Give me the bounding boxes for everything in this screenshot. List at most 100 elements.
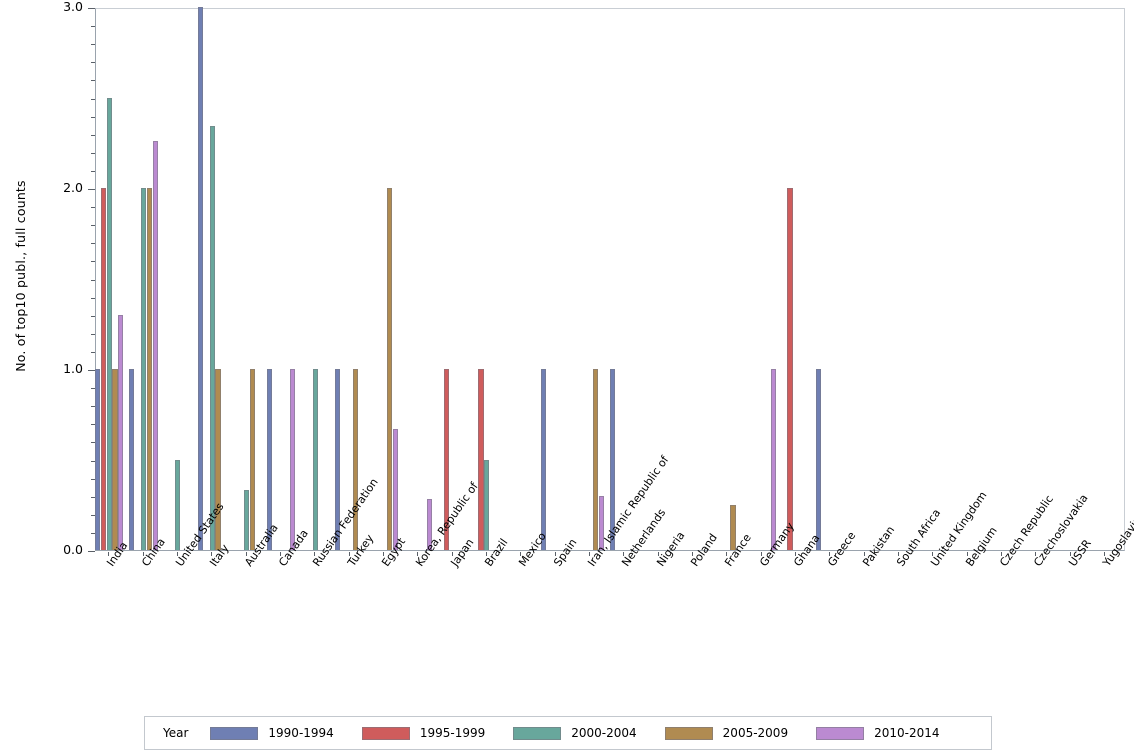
- bar: [118, 314, 124, 550]
- x-tick: [554, 552, 556, 556]
- legend-swatch: [513, 726, 562, 740]
- bar: [387, 188, 393, 550]
- legend-label: 1990-1994: [268, 726, 334, 740]
- bar: [312, 369, 318, 550]
- x-tick: [417, 552, 419, 556]
- x-tick: [485, 552, 487, 556]
- y-tick-minor: [91, 134, 95, 136]
- legend-label: 2005-2009: [722, 726, 789, 740]
- y-tick-minor: [91, 152, 95, 154]
- y-tick-minor: [91, 207, 95, 209]
- bar: [94, 369, 101, 550]
- legend-entry[interactable]: 1995-1999: [361, 726, 486, 740]
- legend-swatch: [210, 726, 259, 740]
- bar: [444, 369, 450, 550]
- y-tick-label: 2.0: [63, 180, 83, 195]
- bar: [100, 188, 106, 550]
- bar: [106, 97, 112, 550]
- bar: [427, 499, 433, 550]
- y-tick-minor: [91, 261, 95, 263]
- legend-title: Year: [163, 726, 189, 740]
- x-tick: [451, 552, 453, 556]
- x-tick: [382, 552, 384, 556]
- y-tick-minor: [91, 424, 95, 426]
- legend-entry[interactable]: 2000-2004: [513, 726, 637, 740]
- x-tick: [1103, 552, 1105, 556]
- y-tick-minor: [91, 514, 95, 516]
- y-tick-minor: [91, 460, 95, 462]
- bar: [266, 369, 272, 550]
- y-tick-minor: [91, 333, 95, 335]
- bar: [541, 369, 547, 550]
- bars-layer: [94, 7, 1124, 550]
- x-tick: [588, 552, 590, 556]
- x-tick: [897, 552, 899, 556]
- y-tick-major: [88, 189, 95, 190]
- y-tick-label: 1.0: [63, 361, 83, 376]
- x-tick: [348, 552, 350, 556]
- legend-label: 2000-2004: [571, 726, 637, 740]
- y-tick-minor: [91, 478, 95, 480]
- x-tick: [176, 552, 178, 556]
- x-tick: [657, 552, 659, 556]
- y-tick-minor: [91, 80, 95, 82]
- bar: [112, 369, 118, 550]
- legend-swatch: [816, 726, 865, 740]
- y-tick-minor: [91, 26, 95, 28]
- x-axis-labels: India China United States Italy Australia Can…: [95, 454, 1134, 686]
- bar: [129, 369, 135, 550]
- y-tick-label: 0.0: [63, 542, 83, 557]
- bar: [335, 369, 341, 550]
- x-tick: [142, 552, 144, 556]
- legend: Year 1990-1994 1995-1999 2000-2004 2005-200…: [144, 716, 992, 750]
- legend-label: 1995-1999: [419, 726, 486, 740]
- y-tick-major: [88, 370, 95, 371]
- x-tick: [932, 552, 934, 556]
- y-tick-label: 3.0: [63, 0, 83, 14]
- bar: [770, 369, 776, 550]
- y-tick-minor: [91, 388, 95, 390]
- y-tick-minor: [91, 297, 95, 299]
- y-tick-minor: [91, 170, 95, 172]
- bar: [152, 140, 158, 550]
- bar: [593, 369, 599, 550]
- bar: [146, 188, 152, 550]
- x-tick: [245, 552, 247, 556]
- y-tick-minor: [91, 243, 95, 245]
- x-tick: [623, 552, 625, 556]
- bar: [289, 369, 296, 550]
- y-tick-minor: [91, 98, 95, 100]
- x-tick: [314, 552, 316, 556]
- bar: [478, 369, 484, 550]
- x-tick: [279, 552, 281, 556]
- y-tick-minor: [91, 532, 95, 534]
- legend-entry[interactable]: 1990-1994: [210, 726, 334, 740]
- x-tick: [108, 552, 110, 556]
- bar: [209, 126, 215, 550]
- bar: [787, 188, 793, 550]
- legend-swatch: [664, 726, 713, 740]
- bar: [249, 369, 255, 550]
- x-tick: [760, 552, 762, 556]
- x-tick: [863, 552, 865, 556]
- y-tick-minor: [91, 44, 95, 46]
- y-tick-minor: [91, 351, 95, 353]
- x-tick: [520, 552, 522, 556]
- legend-swatch: [361, 726, 410, 740]
- y-tick-major: [88, 8, 95, 9]
- y-axis-title: No. of top10 publ., full counts: [13, 180, 28, 372]
- bar: [598, 495, 605, 550]
- y-tick-minor: [91, 406, 95, 408]
- legend-entry[interactable]: 2010-2014: [816, 726, 940, 740]
- legend-entry[interactable]: 2005-2009: [664, 726, 789, 740]
- y-tick-minor: [91, 62, 95, 64]
- x-tick: [1069, 552, 1071, 556]
- bar: [140, 188, 147, 550]
- y-tick-minor: [91, 225, 95, 227]
- x-tick: [794, 552, 796, 556]
- x-tick: [1035, 552, 1037, 556]
- bar: [215, 369, 221, 550]
- bar: [392, 428, 399, 550]
- bar: [815, 369, 822, 550]
